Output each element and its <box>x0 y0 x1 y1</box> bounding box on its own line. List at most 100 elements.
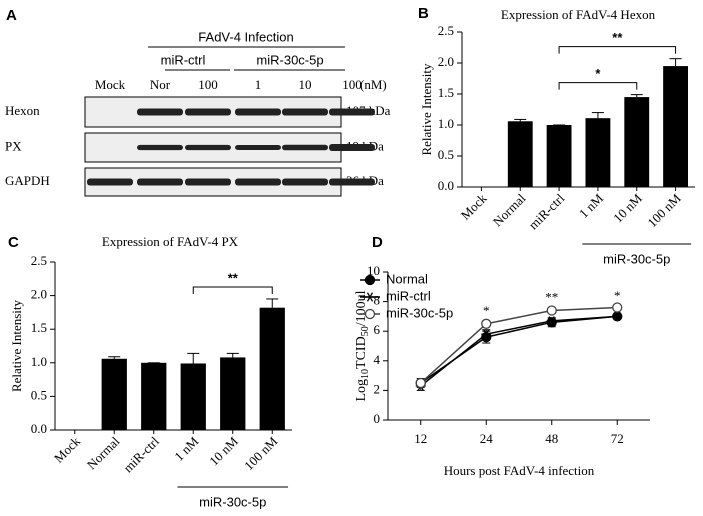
legend-label: Normal <box>386 271 428 286</box>
lane-label: 10 <box>299 77 312 92</box>
band <box>137 108 183 116</box>
band <box>282 178 328 186</box>
y-tick-label: 0 <box>374 411 381 426</box>
y-tick-label: 2.0 <box>438 54 454 69</box>
marker <box>612 311 623 322</box>
marker <box>612 302 623 313</box>
y-axis-label-part: TCID <box>354 336 369 369</box>
row-label: PX <box>5 138 22 153</box>
y-tick-label: 4 <box>374 352 381 367</box>
legend-marker <box>364 308 376 320</box>
y-axis-label-part: Log <box>354 379 369 402</box>
significance-bracket <box>558 46 677 54</box>
series-line <box>420 306 618 384</box>
x-tick-label: 24 <box>480 431 494 446</box>
bar <box>585 118 611 187</box>
y-axis-label: Relative Intensity <box>9 299 24 392</box>
band <box>137 144 183 151</box>
x-tick-label: 12 <box>414 431 427 446</box>
lane-label: 100 <box>342 77 362 92</box>
bar <box>546 125 572 187</box>
error-bar <box>514 118 527 122</box>
marker <box>481 318 492 329</box>
x-tick-label: miR-ctrl <box>526 190 568 232</box>
band <box>137 178 183 186</box>
legend-label: miR-ctrl <box>386 288 431 303</box>
y-tick-label: 1.0 <box>31 354 47 369</box>
significance-bracket <box>192 286 273 294</box>
y-tick-label: 0.0 <box>31 421 47 436</box>
marker-stroke <box>483 329 490 339</box>
error-bar <box>108 356 121 359</box>
significance-bracket <box>558 82 638 90</box>
x-tick-label: 1 nM <box>576 190 607 221</box>
y-axis-label-part: /100ul <box>354 290 369 326</box>
marker <box>546 305 557 316</box>
marker <box>415 377 426 389</box>
band <box>185 178 231 186</box>
series-line <box>420 315 618 387</box>
y-tick-label: 1.5 <box>438 85 454 100</box>
x-tick-label: miR-ctrl <box>120 433 162 475</box>
x-tick-label: Normal <box>84 433 123 472</box>
y-tick-label: 6 <box>374 322 381 337</box>
band <box>87 178 133 186</box>
error-bar <box>187 352 200 364</box>
x-tick-label: 72 <box>611 431 624 446</box>
group-label: miR-30c-5p <box>199 494 266 509</box>
group-label: miR-30c-5p <box>256 52 323 67</box>
panel-label: C <box>8 234 19 251</box>
band <box>235 108 281 116</box>
band <box>185 108 231 116</box>
x-tick-label: 10 nM <box>610 190 645 225</box>
error-bar <box>669 58 682 67</box>
x-tick-label: 1 nM <box>171 433 202 464</box>
y-tick-label: 8 <box>374 293 381 308</box>
y-tick-label: 1.0 <box>438 116 454 131</box>
marker <box>546 317 557 328</box>
lane-label: Mock <box>95 77 126 92</box>
lane-label: Nor <box>150 77 171 92</box>
y-axis-label-part: 50 <box>360 326 371 336</box>
y-axis-label-part: 10 <box>360 369 371 379</box>
y-tick-label: 0.5 <box>31 387 47 402</box>
bar <box>101 358 127 430</box>
y-tick-label: 2.5 <box>438 23 454 38</box>
row-label: GAPDH <box>5 173 50 188</box>
x-tick-label: 10 nM <box>206 433 241 468</box>
x-tick-label: Mock <box>51 433 83 465</box>
bar <box>180 363 206 430</box>
significance-label: * <box>483 303 490 318</box>
error-bar <box>266 298 279 308</box>
band <box>282 144 328 151</box>
panel-label: A <box>6 7 17 24</box>
bar <box>507 121 533 187</box>
bar <box>663 66 689 187</box>
legend-marker <box>364 274 376 286</box>
marker-stroke <box>366 292 374 302</box>
band <box>235 178 281 186</box>
significance-label: ** <box>612 30 623 45</box>
marker-stroke <box>548 316 555 326</box>
y-axis-label: Relative Intensity <box>419 63 434 156</box>
unit-label: (nM) <box>360 77 387 92</box>
bar <box>624 97 650 187</box>
group-label: miR-30c-5p <box>603 251 670 266</box>
infection-label: FAdV-4 Infection <box>198 29 293 44</box>
y-axis-label: Log10TCID50/100ul <box>354 290 371 401</box>
panel-label: B <box>418 5 429 22</box>
panel-label: D <box>372 234 383 251</box>
legend-marker <box>365 292 375 302</box>
legend-label: miR-30c-5p <box>386 305 453 320</box>
error-bar <box>591 112 604 119</box>
significance-label: ** <box>228 270 239 285</box>
x-tick-label: Normal <box>490 190 529 229</box>
significance-label: ** <box>545 290 558 305</box>
lane-label: 100 <box>198 77 218 92</box>
marker-stroke <box>614 311 621 322</box>
x-tick-label: 48 <box>545 431 558 446</box>
x-tick-label: 100 nM <box>644 190 684 230</box>
bar <box>220 357 246 430</box>
y-tick-label: 2 <box>374 381 381 396</box>
